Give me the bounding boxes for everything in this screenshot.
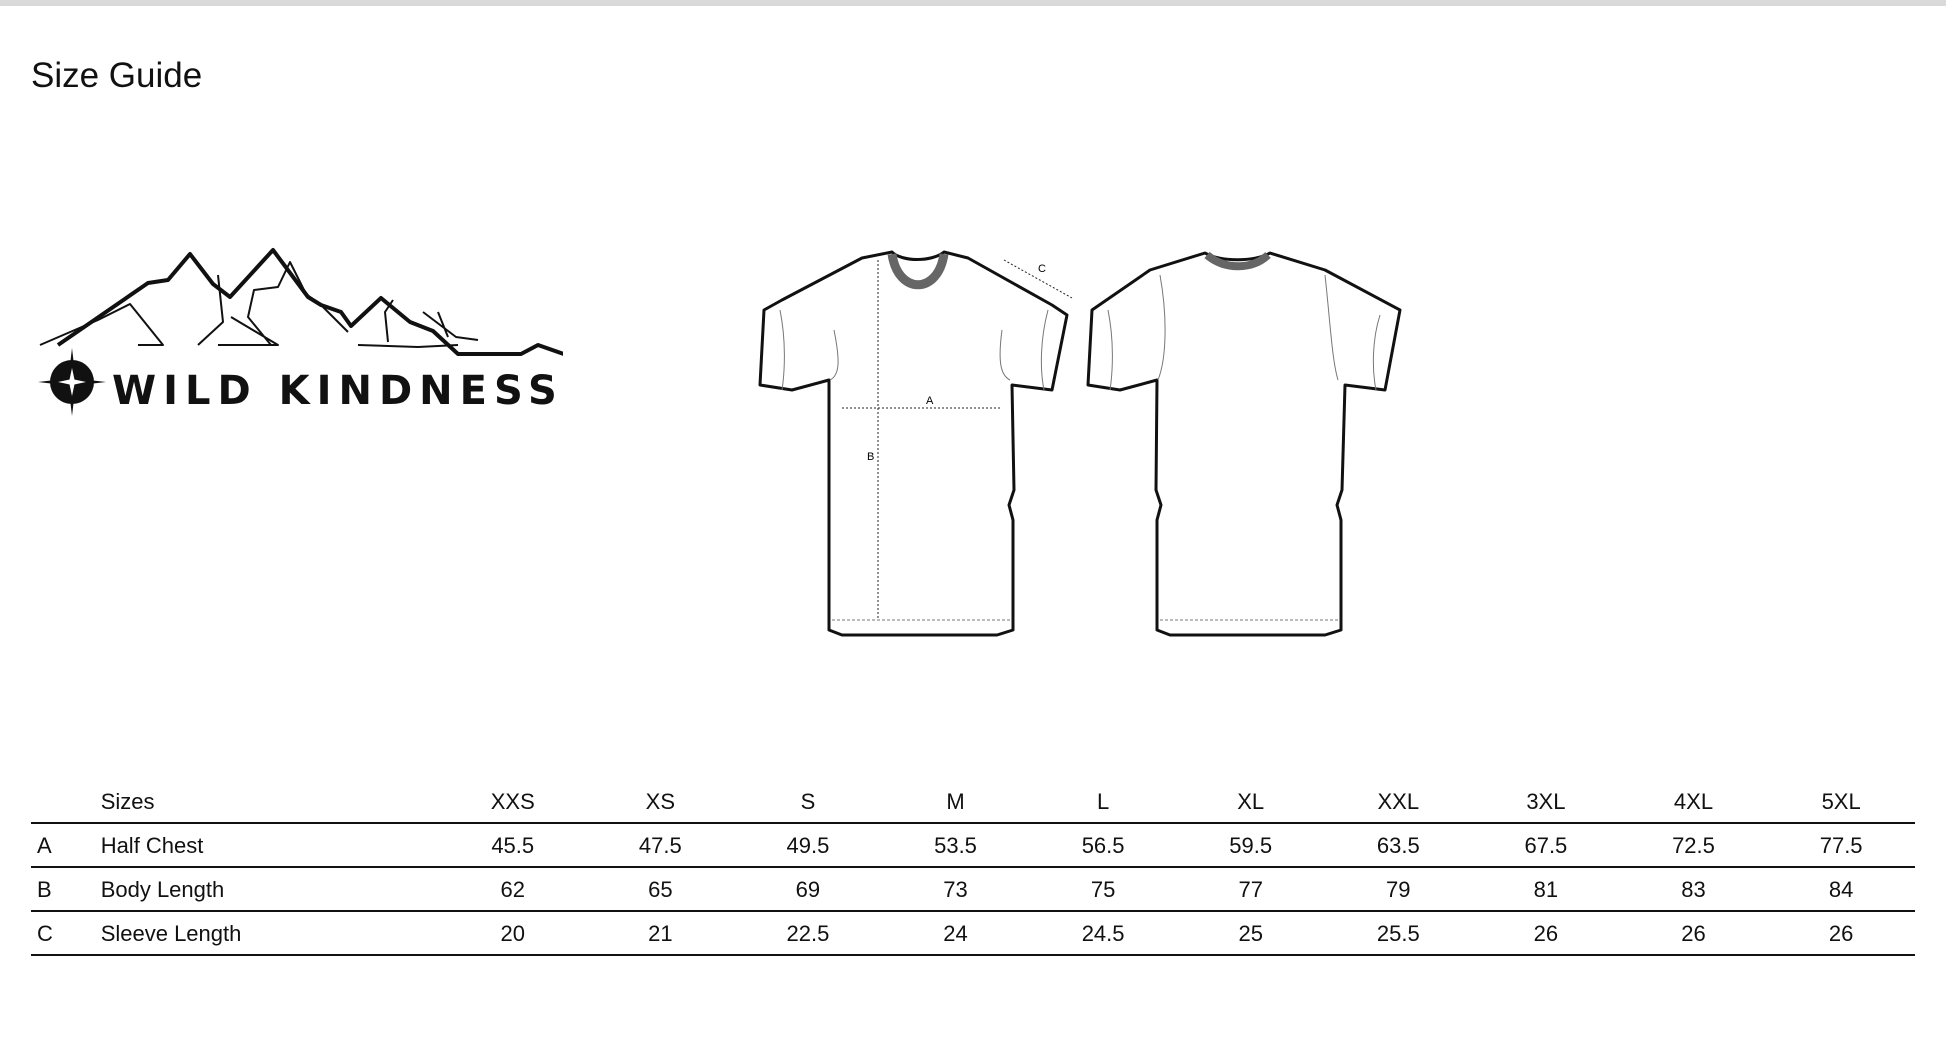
measurement-cell: 73 <box>943 877 968 902</box>
measurement-cell: 22.5 <box>786 921 830 946</box>
measurement-cell: 49.5 <box>786 833 830 858</box>
measurement-cell: 53.5 <box>934 833 977 858</box>
mountain-logo-icon <box>38 248 563 416</box>
top-divider <box>0 0 1946 6</box>
size-header: XXS <box>490 789 535 814</box>
size-header: 3XL <box>1526 789 1566 814</box>
brand-name: WILD KINDNESS <box>112 368 564 414</box>
measurement-cell: 20 <box>500 921 525 946</box>
measurement-cell: 47.5 <box>638 833 682 858</box>
row-label: Half Chest <box>100 833 204 858</box>
size-header: XL <box>1237 789 1265 814</box>
row-letter: B <box>37 877 52 902</box>
table-header-row: Sizes XXS XS S M L XL XXL 3XL 4XL 5XL <box>31 780 1915 823</box>
tshirt-back-diagram <box>1086 251 1402 637</box>
measurement-cell: 24.5 <box>1081 921 1125 946</box>
measurement-cell: 81 <box>1533 877 1559 902</box>
measurement-cell: 26 <box>1533 921 1559 946</box>
measurement-cell: 21 <box>648 921 673 946</box>
measurement-cell: 63.5 <box>1376 833 1420 858</box>
measurement-cell: 83 <box>1681 877 1706 902</box>
label-b: B <box>867 451 874 463</box>
measurement-cell: 72.5 <box>1672 833 1715 858</box>
measurement-cell: 79 <box>1386 877 1411 902</box>
measurement-cell: 75 <box>1090 877 1116 902</box>
measurement-cell: 77.5 <box>1819 833 1863 858</box>
label-a: A <box>926 395 934 407</box>
row-letter: A <box>37 833 52 858</box>
measurement-cell: 25.5 <box>1376 921 1420 946</box>
page-title: Size Guide <box>31 56 203 95</box>
measurement-cell: 26 <box>1681 921 1706 946</box>
measurement-cell: 45.5 <box>491 833 535 858</box>
measurement-cell: 84 <box>1828 877 1854 902</box>
size-header: L <box>1096 789 1110 814</box>
measurement-cell: 65 <box>648 877 673 902</box>
tshirt-front-diagram: A B C <box>758 250 1073 637</box>
measurement-cell: 26 <box>1828 921 1854 946</box>
size-header: XXL <box>1377 789 1420 814</box>
measurement-cell: 67.5 <box>1524 833 1568 858</box>
table-row: B Body Length 62 65 69 73 75 77 79 81 83 84 <box>31 867 1915 911</box>
measurement-cell: 25 <box>1238 921 1263 946</box>
size-header: S <box>800 789 816 814</box>
size-header: XS <box>645 789 675 814</box>
sizes-header: Sizes <box>100 789 155 814</box>
measurement-cell: 56.5 <box>1081 833 1125 858</box>
measurement-cell: 24 <box>943 921 968 946</box>
label-c: C <box>1038 263 1046 275</box>
size-header: M <box>946 789 965 814</box>
row-label: Body Length <box>100 877 225 902</box>
measurement-cell: 62 <box>500 877 525 902</box>
row-label: Sleeve Length <box>100 921 242 946</box>
size-header: 5XL <box>1821 789 1861 814</box>
measurement-cell: 69 <box>795 877 821 902</box>
measurement-cell: 59.5 <box>1229 833 1273 858</box>
measurement-cell: 77 <box>1238 877 1263 902</box>
size-header: 4XL <box>1673 789 1714 814</box>
table-row: A Half Chest 45.5 47.5 49.5 53.5 56.5 59.5 63.5 6… <box>31 823 1915 867</box>
size-table: Sizes XXS XS S M L XL XXL 3XL 4XL 5XL A H… <box>31 780 1915 956</box>
table-row: C Sleeve Length 20 21 22.5 24 24.5 25 25.5 26 26 26 <box>31 911 1915 955</box>
row-letter: C <box>37 921 53 946</box>
